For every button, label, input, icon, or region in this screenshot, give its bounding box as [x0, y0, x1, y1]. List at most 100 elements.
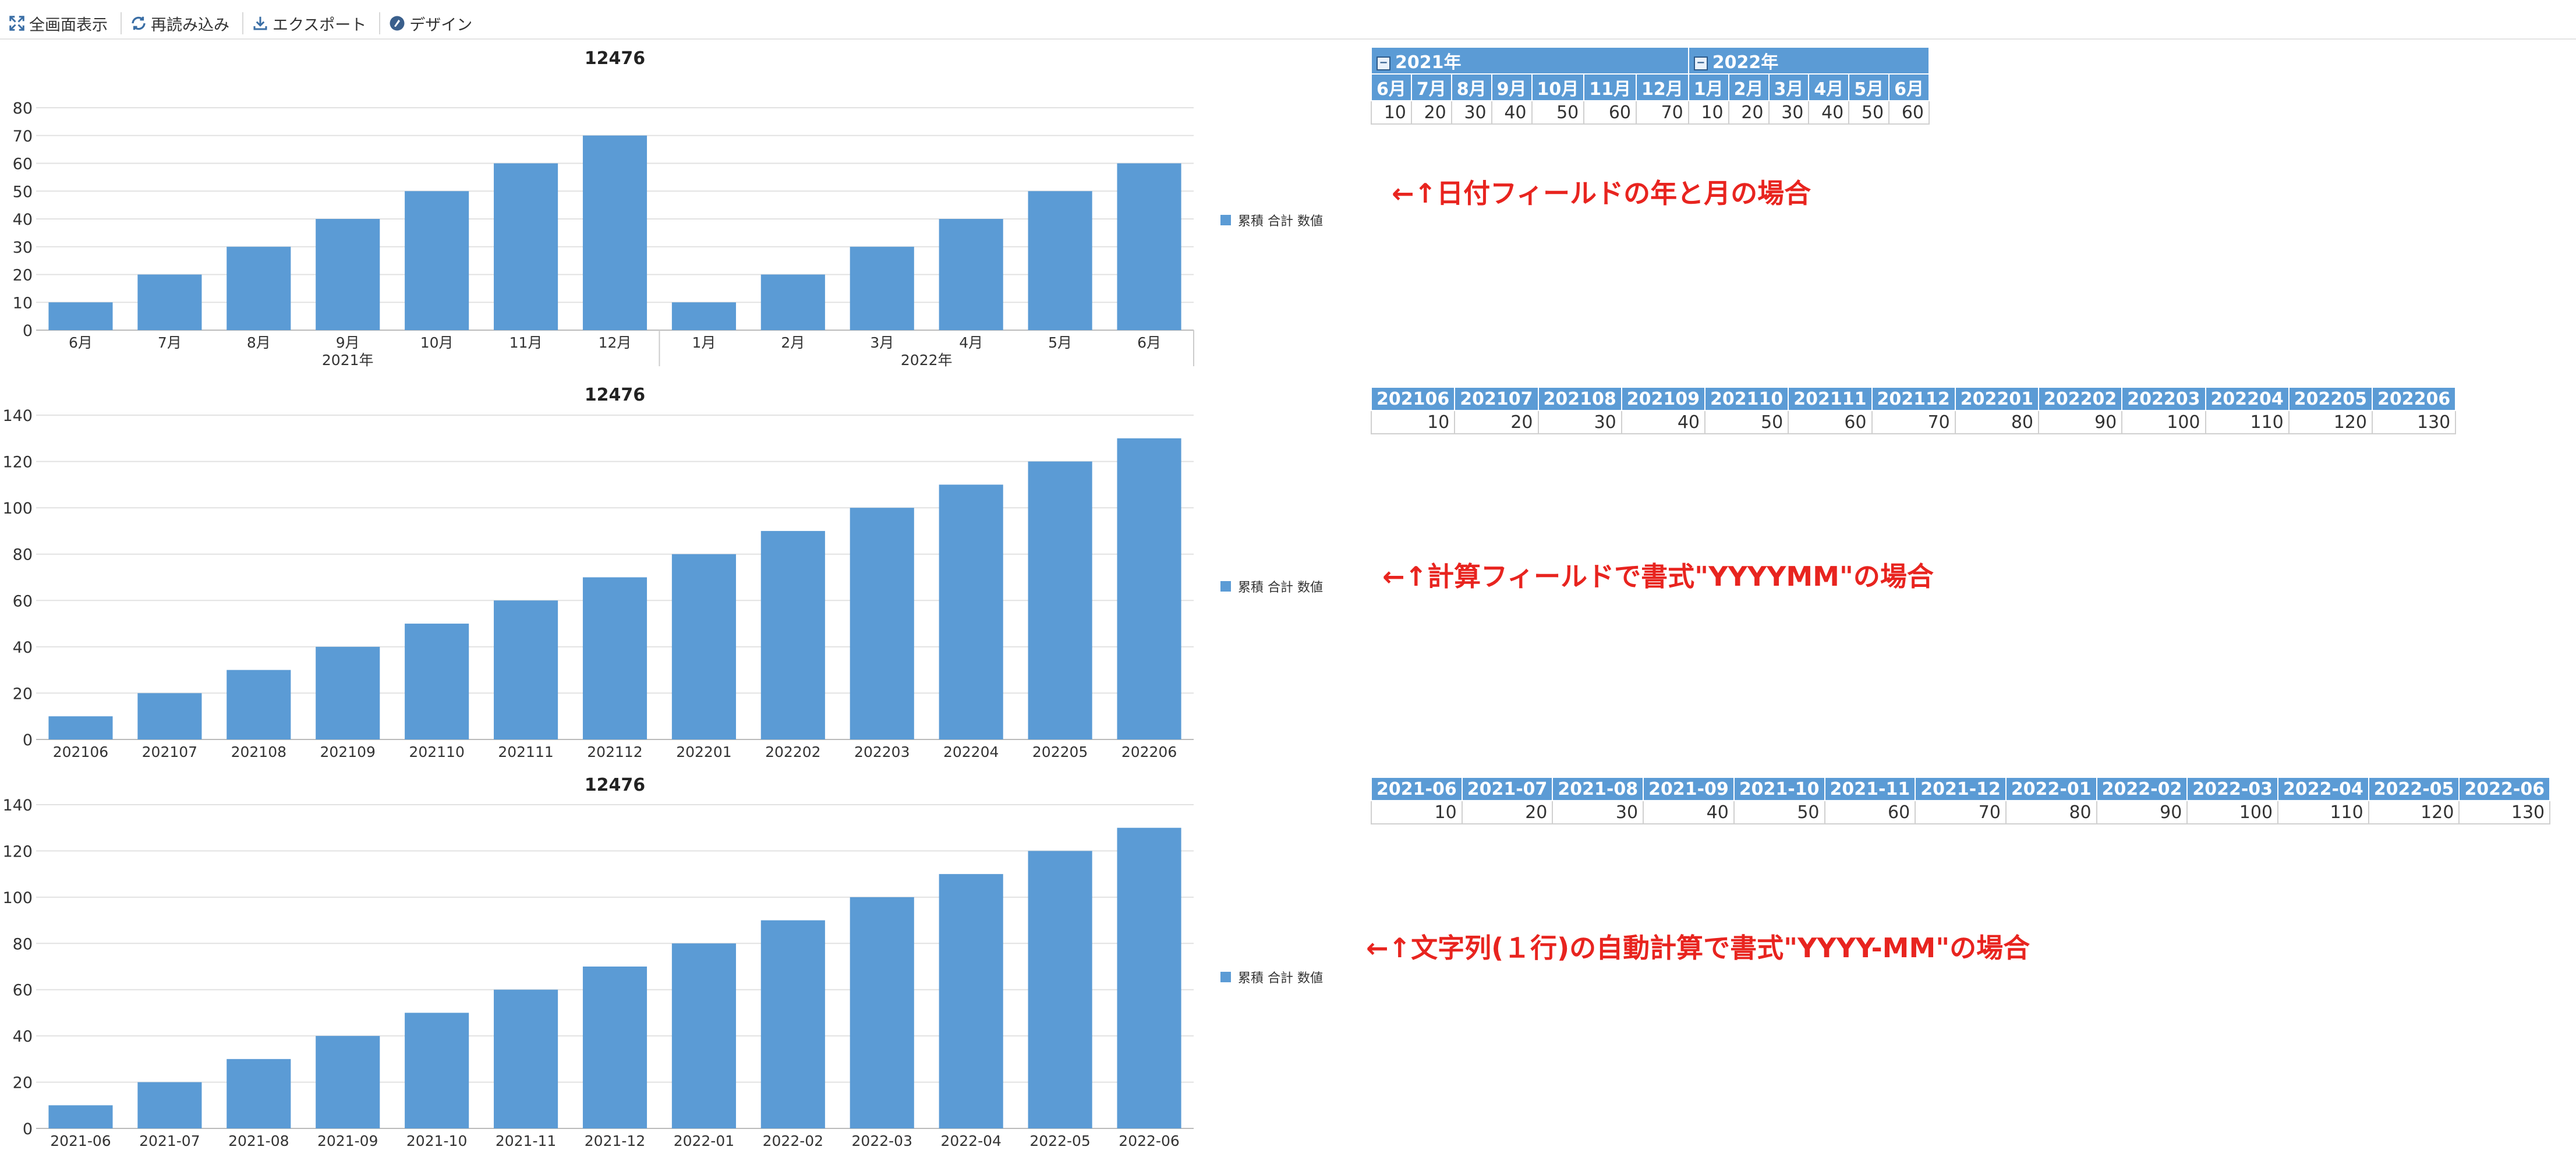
value-cell: 10 [1371, 100, 1412, 125]
column-header: 2022-04 [2277, 777, 2369, 801]
x-tick-label: 2022-03 [852, 1132, 912, 1149]
x-tick-label: 6月 [69, 334, 93, 351]
x-tick-label: 202204 [943, 744, 999, 760]
x-tick-label: 2022-06 [1119, 1132, 1179, 1149]
x-tick-label: 6月 [1137, 334, 1161, 351]
value-cell: 20 [1410, 100, 1452, 125]
y-tick-label: 80 [13, 100, 33, 118]
bar [671, 554, 736, 739]
column-header: 202203 [2121, 387, 2206, 411]
note-date-field: ←↑日付フィールドの年と月の場合 [1392, 178, 1811, 209]
collapse-icon[interactable]: − [1377, 56, 1390, 70]
reload-button[interactable]: 再読み込み [122, 12, 243, 34]
x-tick-label: 2022-02 [763, 1132, 823, 1149]
x-tick-label: 202106 [53, 744, 108, 760]
x-tick-label: 2021-09 [317, 1132, 378, 1149]
value-cell: 120 [2368, 800, 2460, 824]
column-header: 2022-02 [2096, 777, 2188, 801]
column-header: 2022-06 [2458, 777, 2551, 801]
x-tick-label: 202112 [587, 744, 642, 760]
x-tick-label: 202110 [409, 744, 464, 760]
value-cell: 50 [1531, 100, 1585, 125]
bar [494, 989, 558, 1128]
column-header: 202202 [2037, 387, 2123, 411]
x-tick-label: 8月 [247, 334, 271, 351]
y-tick-label: 60 [13, 592, 33, 610]
year-label: 2022年 [1712, 52, 1779, 73]
bar [1117, 163, 1181, 330]
design-button[interactable]: デザイン [380, 12, 485, 34]
y-tick-label: 50 [13, 183, 33, 201]
legend-swatch [1220, 215, 1231, 225]
bar [850, 246, 914, 330]
column-header: 202106 [1370, 387, 1456, 411]
column-header: 11月 [1583, 73, 1637, 101]
bar [48, 302, 113, 330]
y-tick-label: 20 [13, 685, 33, 703]
bar [1028, 851, 1092, 1128]
year-header[interactable]: −2021年 [1371, 47, 1689, 75]
x-tick-label: 202201 [676, 744, 731, 760]
column-header: 7月 [1410, 73, 1452, 101]
column-header: 2021-12 [1915, 777, 2007, 801]
y-tick-label: 40 [13, 211, 33, 229]
value-cell: 20 [1461, 800, 1554, 824]
chart-2: 12476 0 20 40 60 80 100 120 140 202106 202107 20210… [0, 383, 1211, 767]
y-tick-label: 10 [13, 294, 33, 312]
x-tick-label: 2月 [781, 334, 805, 351]
y-tick-label: 30 [13, 239, 33, 257]
x-tick-label: 2021-07 [139, 1132, 200, 1149]
x-tick-label: 202202 [765, 744, 820, 760]
y-tick-label: 120 [2, 843, 33, 861]
value-cell: 10 [1687, 100, 1729, 125]
column-header: 202108 [1537, 387, 1622, 411]
value-cell: 60 [1888, 100, 1930, 125]
y-tick-label: 20 [13, 1074, 33, 1092]
x-tick-label: 202109 [320, 744, 376, 760]
value-cell: 110 [2277, 800, 2369, 824]
value-cell: 30 [1450, 100, 1492, 125]
bar [850, 897, 914, 1128]
value-cell: 40 [1643, 800, 1735, 824]
chart-title: 12476 [585, 775, 645, 795]
value-cell: 120 [2288, 410, 2373, 434]
value-cell: 130 [2458, 800, 2551, 824]
year-header[interactable]: −2022年 [1687, 47, 1930, 75]
export-button[interactable]: エクスポート [243, 12, 381, 34]
bar [939, 219, 1003, 330]
x-tick-label: 2021-10 [406, 1132, 467, 1149]
chart-title: 12476 [585, 385, 645, 405]
y-tick-label: 0 [23, 322, 33, 340]
bar [137, 693, 202, 739]
bar [582, 577, 647, 739]
value-cell: 40 [1808, 100, 1850, 125]
bar [227, 1059, 291, 1128]
column-header: 202112 [1871, 387, 1956, 411]
bar [760, 920, 825, 1128]
column-header: 202107 [1454, 387, 1539, 411]
bar [405, 191, 469, 330]
value-cell: 50 [1733, 800, 1825, 824]
value-cell: 70 [1915, 800, 2007, 824]
chart-1-svg: 12476 0 10 20 30 40 50 60 70 80 6月 7月 8月 9月 10月 11月 12月 1… [13, 48, 1194, 369]
column-header: 6月 [1888, 73, 1930, 101]
y-tick-label: 60 [13, 982, 33, 1000]
toolbar: 全画面表示 再読み込み エクスポート デザイン [0, 8, 2576, 40]
bar [939, 484, 1003, 739]
x-tick-label: 2021-12 [585, 1132, 645, 1149]
x-group-label: 2022年 [901, 352, 953, 369]
collapse-icon[interactable]: − [1693, 56, 1708, 70]
value-cell: 110 [2205, 410, 2290, 434]
column-header: 202110 [1704, 387, 1789, 411]
fullscreen-button[interactable]: 全画面表示 [0, 12, 122, 34]
y-tick-label: 60 [13, 155, 33, 174]
chart-2-legend: 累積 合計 数値 [1220, 577, 1323, 596]
x-tick-label: 202206 [1121, 744, 1177, 760]
column-header: 5月 [1848, 73, 1890, 101]
value-cell: 10 [1371, 800, 1463, 824]
bar [316, 1036, 380, 1128]
x-tick-label: 2022-04 [940, 1132, 1001, 1149]
legend-swatch [1220, 972, 1231, 982]
chart-2-svg: 12476 0 20 40 60 80 100 120 140 202106 202107 20210… [2, 385, 1194, 760]
column-header: 202201 [1954, 387, 2040, 411]
